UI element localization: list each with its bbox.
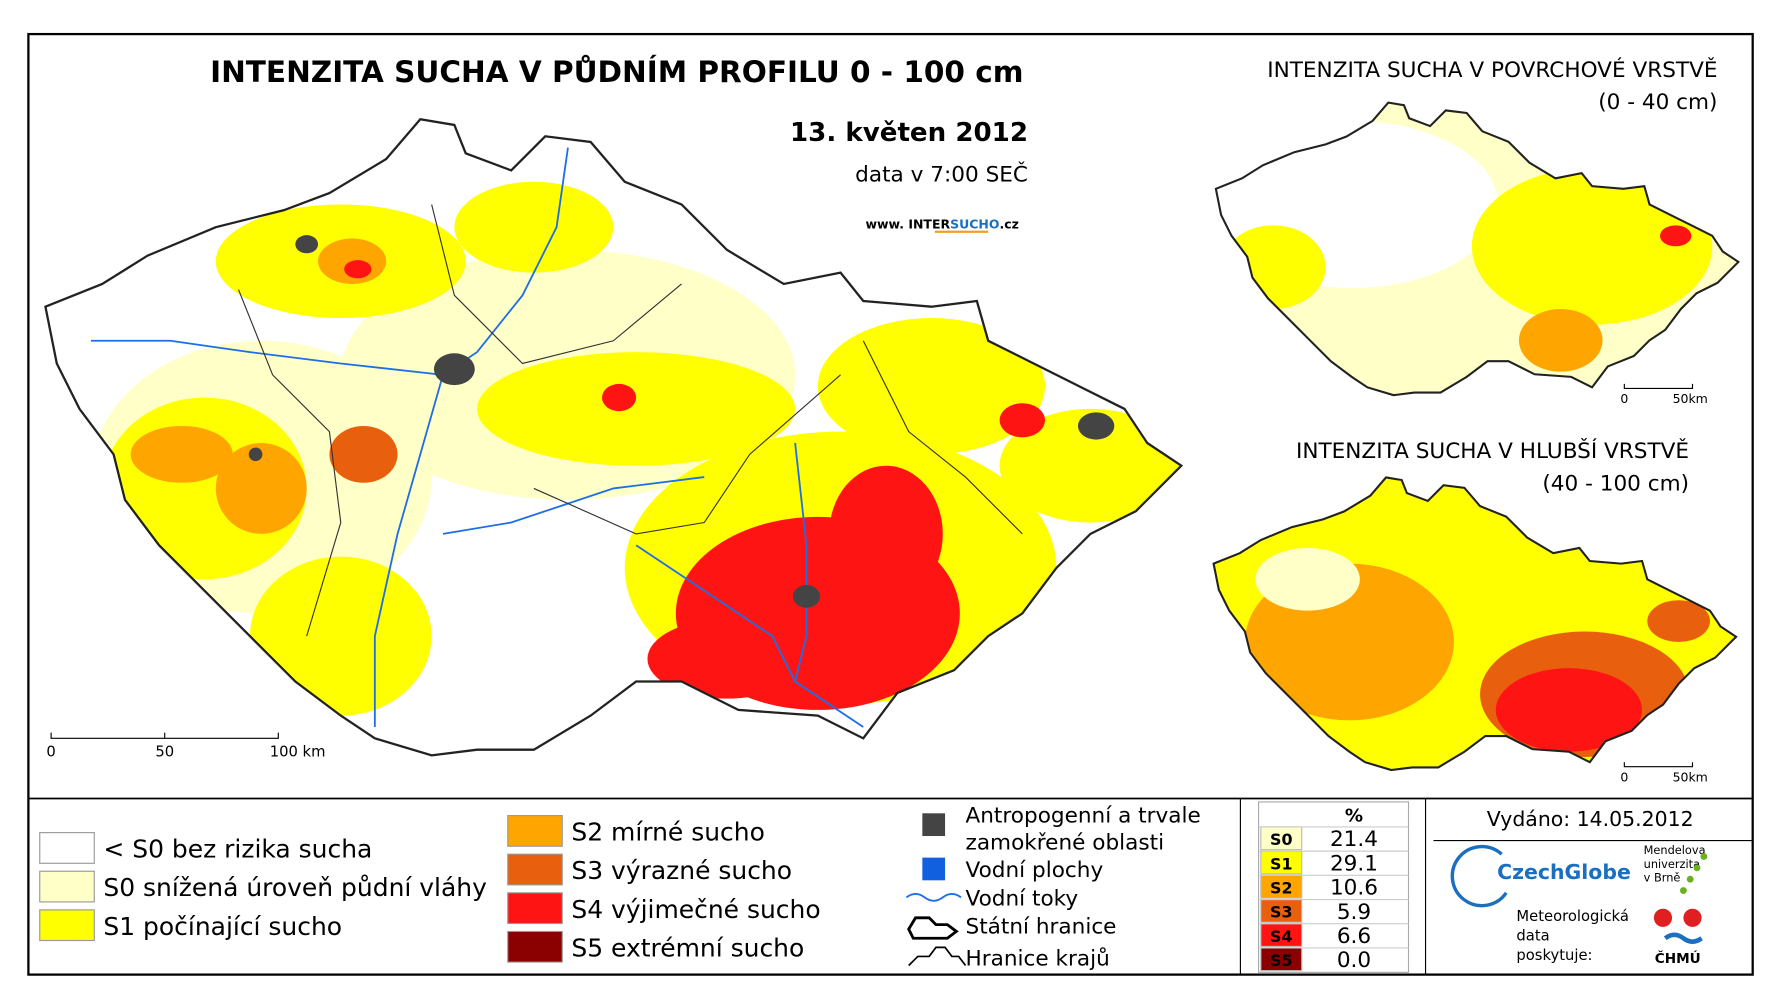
state-border-swatch [907,916,959,940]
legend-label: S0 snížená úroveň půdní vláhy [103,873,487,902]
legend-swatch [39,909,95,942]
legend-label: S3 výrazné sucho [571,856,792,885]
provided-text: Meteorologická [1516,908,1628,925]
issued: Vydáno: 14.05.2012 [1487,807,1694,831]
scale-bar [1623,762,1694,768]
symbol-label: zamokřené oblasti [966,831,1165,856]
water-swatch [922,857,946,881]
legend-label: S5 extrémní sucho [571,933,804,962]
symbol-label: Hranice krajů [966,947,1110,972]
class-label: S3 [1270,903,1293,922]
legend-label: < S0 bez rizika sucha [103,835,372,864]
percent-value: 0.0 [1337,948,1371,973]
scale-label: 50 [155,744,174,761]
class-label: S2 [1270,878,1293,897]
legend-swatch [39,832,95,864]
mendel-dots [1679,853,1708,894]
main-map: INTENZITA SUCHA V PŮDNÍM PROFILU 0 - 100… [44,53,1183,761]
symbol-label: Vodní toky [966,886,1079,911]
table-header: % [1345,805,1363,826]
scale-label: 0 [1620,391,1628,406]
symbol-label: Státní hranice [966,915,1117,940]
website-part: .cz [999,216,1018,231]
legend-swatch [507,930,563,963]
table-border [1258,801,1410,973]
percent-table: % S0 21.4 S1 29.1 S2 10.6 S3 5.9 S4 6.6 S5 0.0 [1258,801,1410,973]
scale-label: 50km [1673,769,1708,784]
urban-swatch [922,813,946,837]
scale-label: 100 km [270,744,326,761]
inset-subtitle: (0 - 40 cm) [1598,90,1717,115]
mendel-text: Mendelova [1644,843,1706,857]
class-label: S1 [1270,854,1293,873]
legend-swatch [507,815,563,847]
legend-swatch [507,892,563,925]
symbol-label: Vodní plochy [966,858,1104,883]
website-highlight: SUCHO [950,216,999,231]
river-swatch [905,893,962,902]
percent-value: 10.6 [1330,876,1378,901]
czechglobe-logo: CzechGlobe [1497,860,1631,884]
urban-areas [248,235,1115,608]
czechglobe-arc [1450,844,1508,908]
class-label: S4 [1270,927,1293,946]
percent-value: 21.4 [1330,827,1378,852]
website-part: www. INTER [865,216,950,231]
scale-bar [1623,383,1694,390]
provided-text: data [1516,928,1549,945]
legend-swatch [507,853,563,886]
provided-text: poskytuje: [1516,947,1592,964]
scale-bar: 0 50 100 km [46,732,326,761]
inset-surface: INTENZITA SUCHA V POVRCHOVÉ VRSTVĚ (0 - … [1205,57,1740,406]
data-time: data v 7:00 SEČ [855,162,1028,188]
inset-title: INTENZITA SUCHA V HLUBŠÍ VRSTVĚ [1296,438,1689,464]
legend-swatch [39,870,95,903]
chmu-logo: ČHMÚ [1655,949,1701,967]
class-label: S0 [1270,830,1293,849]
mendel-text: v Brně [1644,870,1681,884]
mendel-text: univerzita [1644,857,1700,871]
inset-subtitle: (40 - 100 cm) [1542,472,1689,497]
region-border-swatch [908,946,967,967]
symbol-label: Antropogenní a trvale [966,803,1201,828]
chmu-logo-mark [1653,908,1703,944]
footer: Vydáno: 14.05.2012 CzechGlobe Mendelova … [1433,807,1753,967]
inset-deep: INTENZITA SUCHA V HLUBŠÍ VRSTVĚ (40 - 10… [1212,438,1738,784]
legend-label: S4 výjimečné sucho [571,895,820,924]
class-label: S5 [1270,951,1293,970]
date: 13. květen 2012 [790,118,1028,148]
main-title: INTENZITA SUCHA V PŮDNÍM PROFILU 0 - 100… [210,53,1023,89]
percent-value: 29.1 [1330,851,1378,876]
scale-label: 0 [46,744,55,761]
percent-value: 6.6 [1337,924,1371,949]
percent-value: 5.9 [1337,900,1371,925]
legend-label: S1 počínající sucho [103,912,342,941]
scale-label: 50km [1673,391,1708,406]
legend-label: S2 mírné sucho [571,818,765,847]
inset-title: INTENZITA SUCHA V POVRCHOVÉ VRSTVĚ [1267,57,1717,83]
region-borders [238,204,1023,637]
scale-label: 0 [1620,769,1628,784]
website: www. INTERSUCHO.cz [865,216,1018,231]
legend-classes: < S0 bez rizika sucha S0 snížená úroveň p… [39,815,821,963]
